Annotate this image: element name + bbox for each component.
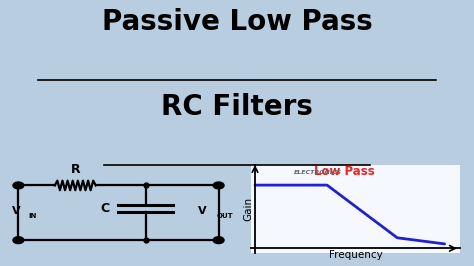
Text: RC Filters: RC Filters — [161, 93, 313, 121]
Text: HUB: HUB — [406, 180, 421, 185]
Circle shape — [214, 182, 224, 188]
Text: OUT: OUT — [216, 213, 233, 219]
Text: Low Pass: Low Pass — [314, 165, 374, 178]
Text: C: C — [100, 202, 109, 215]
Circle shape — [13, 237, 23, 243]
X-axis label: Frequency: Frequency — [328, 250, 383, 260]
Text: R: R — [71, 163, 80, 176]
Circle shape — [214, 237, 224, 243]
Circle shape — [13, 182, 23, 188]
Y-axis label: Gain: Gain — [244, 197, 254, 221]
Text: ELECTRONICS: ELECTRONICS — [294, 170, 342, 175]
Text: Passive Low Pass: Passive Low Pass — [101, 8, 373, 36]
Text: V: V — [11, 206, 20, 217]
Text: V: V — [198, 206, 207, 217]
Text: IN: IN — [28, 213, 37, 219]
